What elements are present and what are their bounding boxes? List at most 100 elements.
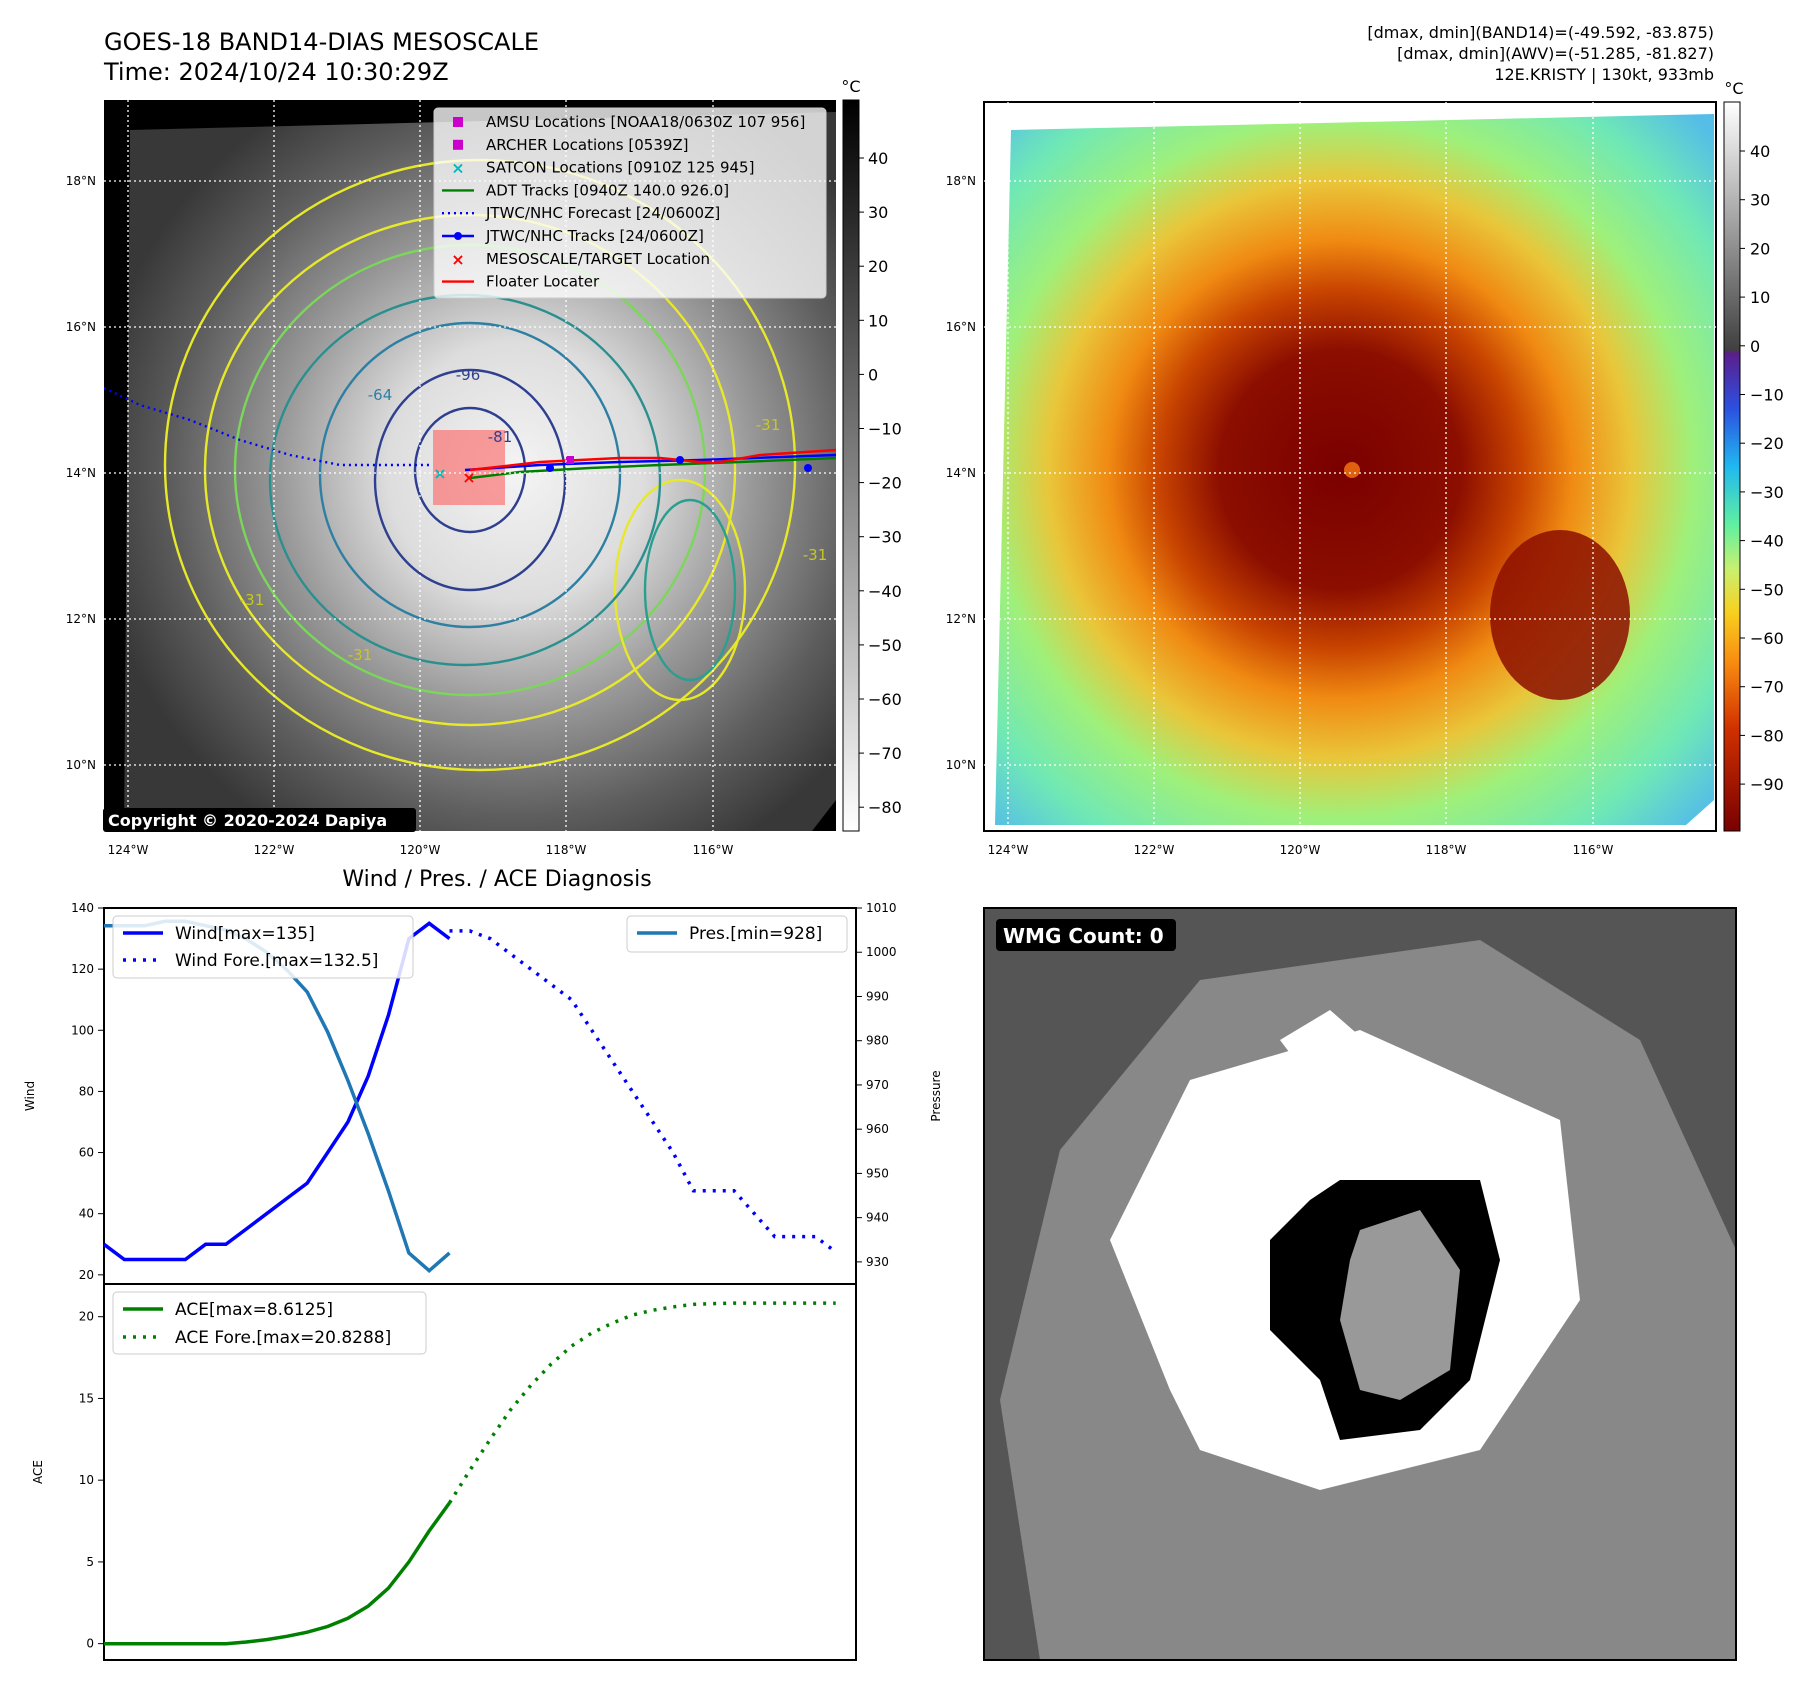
ir-legend: AMSU Locations [NOAA18/0630Z 107 956] ARC… bbox=[433, 107, 827, 299]
wind-ytick-label: 20 bbox=[79, 1268, 94, 1282]
wmg-white-patch bbox=[1280, 1010, 1370, 1080]
wmg-eye bbox=[1340, 1210, 1460, 1400]
lon-tick-label: 124°W bbox=[988, 843, 1029, 857]
awv-colorbar-label: −40 bbox=[1750, 532, 1784, 551]
legend-box bbox=[433, 107, 827, 299]
legend-item: × MESOSCALE/TARGET Location bbox=[451, 250, 710, 269]
lat-tick-label: 10°N bbox=[946, 758, 976, 772]
contour-label: -96 bbox=[456, 366, 481, 384]
lon-tick-label: 124°W bbox=[108, 843, 149, 857]
legend-label: ACE Fore.[max=20.8288] bbox=[175, 1328, 391, 1348]
contour-81 bbox=[373, 368, 567, 592]
ir-colorbar bbox=[842, 99, 860, 832]
header-title: GOES-18 BAND14-DIAS MESOSCALE bbox=[104, 28, 539, 56]
awv-colorbar-label: −30 bbox=[1750, 483, 1784, 502]
ir-colorbar-label: 10 bbox=[868, 311, 888, 330]
legend-marker bbox=[453, 117, 463, 127]
series-line bbox=[102, 921, 451, 1262]
wind-legend: Wind[max=135] Wind Fore.[max=132.5] bbox=[112, 915, 414, 979]
ace-ytick-label: 15 bbox=[79, 1391, 94, 1405]
awv-panel: °C 40 30 20 10 0 −10 −20 −30 −40 −50 −60 −70 −80 −90 bbox=[983, 79, 1784, 832]
contour-label: -31 bbox=[348, 646, 373, 664]
awv-cold-cluster bbox=[1490, 530, 1630, 700]
awv-colorbar-label: −80 bbox=[1750, 726, 1784, 745]
ir-colorbar-label: 30 bbox=[868, 203, 888, 222]
ace-ytick-label: 10 bbox=[79, 1473, 94, 1487]
legend-label: MESOSCALE/TARGET Location bbox=[486, 250, 710, 268]
copyright-badge bbox=[103, 808, 416, 832]
series-line bbox=[449, 929, 837, 1254]
contour-label: -31 bbox=[756, 416, 781, 434]
pressure-ytick-label: 980 bbox=[866, 1034, 889, 1048]
wind-ylabel: Wind bbox=[23, 1081, 37, 1111]
contour-label: -31 bbox=[240, 591, 265, 609]
wmg-frame bbox=[983, 907, 1737, 1661]
wind-ytick-label: 80 bbox=[79, 1084, 94, 1098]
legend-marker bbox=[453, 139, 463, 150]
lat-tick-label: 12°N bbox=[66, 612, 96, 626]
header-time: Time: 2024/10/24 10:30:29Z bbox=[103, 58, 449, 86]
ace-ytick-label: 0 bbox=[86, 1637, 94, 1651]
ir-colorbar-label: −20 bbox=[868, 474, 902, 493]
awv-colorbar-label: −90 bbox=[1750, 775, 1784, 794]
legend-label: Wind[max=135] bbox=[175, 924, 315, 944]
legend-label: SATCON Locations [0910Z 125 945] bbox=[486, 159, 754, 177]
wmg-count-badge bbox=[996, 919, 1176, 951]
awv-colorbar-label: −70 bbox=[1750, 678, 1784, 697]
awv-colorbar-label: −60 bbox=[1750, 629, 1784, 648]
contour-64 bbox=[318, 321, 622, 629]
ace-ytick-label: 5 bbox=[86, 1555, 94, 1569]
lat-tick-label: 16°N bbox=[946, 320, 976, 334]
legend-item: AMSU Locations [NOAA18/0630Z 107 956] bbox=[453, 113, 805, 131]
lon-tick-label: 116°W bbox=[1573, 843, 1614, 857]
ir-colorbar-label: −50 bbox=[868, 636, 902, 655]
wind-ytick-label: 140 bbox=[71, 901, 94, 915]
pressure-ytick-label: 1000 bbox=[866, 945, 897, 959]
awv-colorbar-unit: °C bbox=[1724, 79, 1743, 98]
diagnosis-title: Wind / Pres. / ACE Diagnosis bbox=[342, 867, 651, 892]
legend-item: × SATCON Locations [0910Z 125 945] bbox=[451, 159, 754, 178]
contour-96 bbox=[413, 406, 527, 534]
ace-ytick-label: 20 bbox=[79, 1310, 94, 1324]
contour-50-band bbox=[643, 498, 737, 682]
lat-tick-label: 10°N bbox=[66, 758, 96, 772]
legend-item: ARCHER Locations [0539Z] bbox=[453, 136, 689, 154]
lat-tick-label: 14°N bbox=[66, 466, 96, 480]
wmg-panel: WMG Count: 0 bbox=[983, 907, 1737, 1661]
awv-colorbar-label: 0 bbox=[1750, 337, 1760, 356]
legend-marker: × bbox=[451, 250, 464, 269]
awv-colorbar-label: 10 bbox=[1750, 288, 1770, 307]
ir-colorbar-label: −10 bbox=[868, 420, 902, 439]
ir-colorbar-label: 0 bbox=[868, 365, 878, 384]
awv-colorbar-label: −20 bbox=[1750, 434, 1784, 453]
lat-tick-label: 18°N bbox=[66, 174, 96, 188]
legend-item: JTWC/NHC Tracks [24/0600Z] bbox=[442, 227, 704, 245]
ir-panel: × × -96 -81 -64 -31 -31 -31 -31 AMSU Loc… bbox=[103, 77, 902, 832]
track-point bbox=[546, 464, 554, 472]
ir-colorbar-label: 20 bbox=[868, 257, 888, 276]
lat-tick-label: 18°N bbox=[946, 174, 976, 188]
stats-awv: [dmax, dmin](AWV)=(-51.285, -81.827) bbox=[1397, 44, 1714, 63]
pressure-ytick-label: 940 bbox=[866, 1211, 889, 1225]
ir-colorbar-label: −40 bbox=[868, 582, 902, 601]
track-point bbox=[676, 456, 684, 464]
awv-colorbar-label: −10 bbox=[1750, 386, 1784, 405]
contour-label: -81 bbox=[488, 428, 513, 446]
legend-label: JTWC/NHC Tracks [24/0600Z] bbox=[485, 227, 704, 245]
contour-label: -64 bbox=[368, 386, 393, 404]
pressure-ytick-label: 930 bbox=[866, 1255, 889, 1269]
wind-ytick-label: 60 bbox=[79, 1146, 94, 1160]
ace-ylabel: ACE bbox=[31, 1460, 45, 1484]
ir-colorbar-label: −60 bbox=[868, 690, 902, 709]
copyright-text: Copyright © 2020-2024 Dapiya bbox=[108, 811, 387, 830]
stats-band14: [dmax, dmin](BAND14)=(-49.592, -83.875) bbox=[1367, 23, 1714, 42]
legend-item: JTWC/NHC Forecast [24/0600Z] bbox=[442, 204, 720, 222]
wind-ytick-label: 100 bbox=[71, 1023, 94, 1037]
ir-colorbar-label: −30 bbox=[868, 528, 902, 547]
lon-tick-label: 120°W bbox=[400, 843, 441, 857]
legend-label: Wind Fore.[max=132.5] bbox=[175, 951, 378, 971]
ir-colorbar-label: −80 bbox=[868, 798, 902, 817]
awv-colorbar-label: 20 bbox=[1750, 239, 1770, 258]
